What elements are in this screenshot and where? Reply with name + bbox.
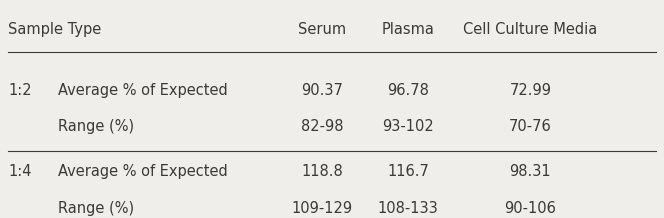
Text: 118.8: 118.8 bbox=[301, 164, 343, 179]
Text: Sample Type: Sample Type bbox=[8, 22, 101, 37]
Text: Serum: Serum bbox=[298, 22, 346, 37]
Text: Average % of Expected: Average % of Expected bbox=[58, 164, 227, 179]
Text: Range (%): Range (%) bbox=[58, 119, 133, 135]
Text: 82-98: 82-98 bbox=[301, 119, 343, 135]
Text: 116.7: 116.7 bbox=[387, 164, 429, 179]
Text: Plasma: Plasma bbox=[382, 22, 434, 37]
Text: 1:2: 1:2 bbox=[8, 83, 32, 98]
Text: Range (%): Range (%) bbox=[58, 201, 133, 216]
Text: 70-76: 70-76 bbox=[509, 119, 552, 135]
Text: 93-102: 93-102 bbox=[382, 119, 434, 135]
Text: 98.31: 98.31 bbox=[509, 164, 551, 179]
Text: Average % of Expected: Average % of Expected bbox=[58, 83, 227, 98]
Text: Cell Culture Media: Cell Culture Media bbox=[463, 22, 598, 37]
Text: 96.78: 96.78 bbox=[387, 83, 429, 98]
Text: 108-133: 108-133 bbox=[378, 201, 438, 216]
Text: 1:4: 1:4 bbox=[8, 164, 31, 179]
Text: 109-129: 109-129 bbox=[291, 201, 353, 216]
Text: 72.99: 72.99 bbox=[509, 83, 551, 98]
Text: 90-106: 90-106 bbox=[505, 201, 556, 216]
Text: 90.37: 90.37 bbox=[301, 83, 343, 98]
